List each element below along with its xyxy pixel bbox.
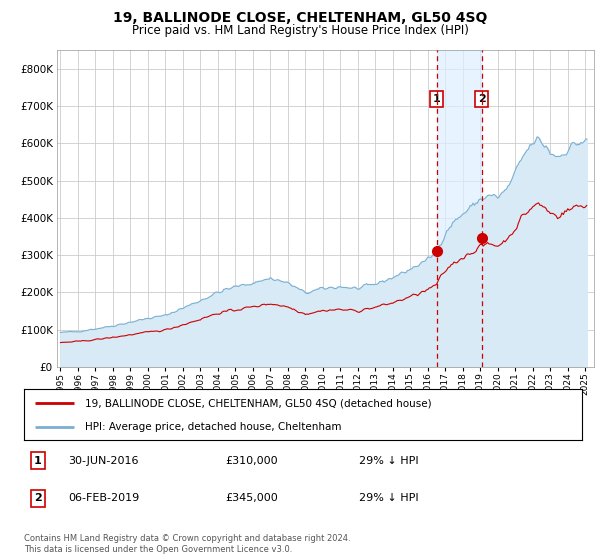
Text: 30-JUN-2016: 30-JUN-2016 [68,455,139,465]
Text: Price paid vs. HM Land Registry's House Price Index (HPI): Price paid vs. HM Land Registry's House … [131,24,469,36]
Text: £310,000: £310,000 [225,455,278,465]
Text: HPI: Average price, detached house, Cheltenham: HPI: Average price, detached house, Chel… [85,422,342,432]
Text: 29% ↓ HPI: 29% ↓ HPI [359,493,418,503]
Text: 1: 1 [34,455,42,465]
Text: 1: 1 [433,94,440,104]
Text: 29% ↓ HPI: 29% ↓ HPI [359,455,418,465]
Text: 19, BALLINODE CLOSE, CHELTENHAM, GL50 4SQ (detached house): 19, BALLINODE CLOSE, CHELTENHAM, GL50 4S… [85,398,432,408]
Text: £345,000: £345,000 [225,493,278,503]
Text: 2: 2 [478,94,485,104]
Bar [437,50,482,367]
Text: 19, BALLINODE CLOSE, CHELTENHAM, GL50 4SQ: 19, BALLINODE CLOSE, CHELTENHAM, GL50 4S… [113,11,487,25]
Text: Contains HM Land Registry data © Crown copyright and database right 2024.
This d: Contains HM Land Registry data © Crown c… [24,534,350,554]
Text: 2: 2 [34,493,42,503]
Text: 06-FEB-2019: 06-FEB-2019 [68,493,140,503]
